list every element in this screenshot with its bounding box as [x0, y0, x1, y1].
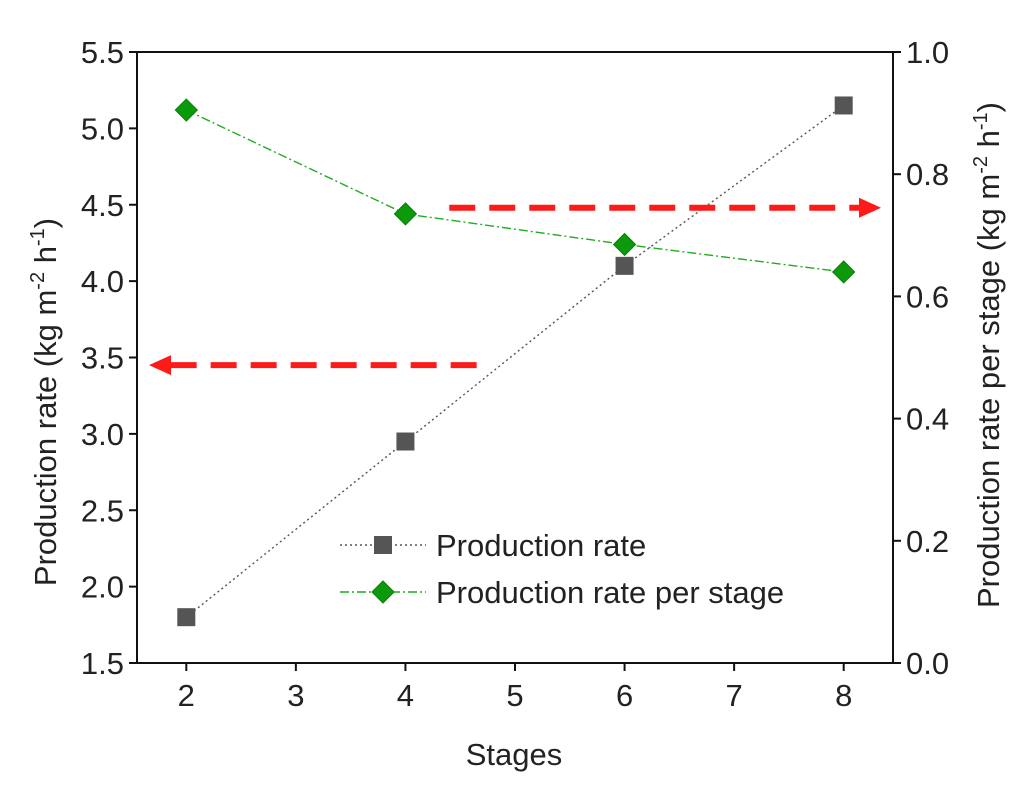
y-axis-right-title-main: Production rate per stage (kg m [971, 174, 1006, 608]
y-right-tick-label: 0.6 [906, 279, 949, 314]
y-axis-right-title-sup2: -1 [970, 112, 992, 130]
y-axis-left-title: Production rate (kg m-2 h-1) [27, 218, 63, 586]
x-tick-label: 8 [835, 678, 852, 713]
data-series [174, 96, 856, 627]
arrow-1-head [149, 355, 171, 376]
arrow-2-head [859, 197, 881, 218]
x-tick-label: 5 [506, 678, 523, 713]
y-left-tick-label: 3.5 [81, 341, 124, 376]
x-axis-title: Stages [466, 737, 563, 772]
y-axis-left-title-sup1: -2 [27, 272, 49, 290]
y-axis-left-title-mid: h [28, 246, 63, 272]
series-1-point [396, 432, 415, 451]
legend-marker-2 [371, 580, 395, 604]
x-tick-label: 7 [726, 678, 743, 713]
x-tick-label: 4 [397, 678, 414, 713]
plot-frame [136, 51, 894, 664]
y-left-tick-label: 3.0 [81, 417, 124, 452]
series-1-point [834, 96, 853, 115]
y-left-tick-label: 5.5 [81, 35, 124, 70]
legend-label-1: Production rate [436, 528, 646, 563]
series-2-point [174, 98, 199, 122]
legend-marker-1 [374, 536, 392, 554]
y-left-tick-label: 4.0 [81, 264, 124, 299]
series-2-point [831, 260, 856, 284]
series-1-point [615, 256, 634, 275]
y-axis-left-title-main: Production rate (kg m [28, 290, 63, 586]
series-1-line [185, 104, 845, 618]
y-right-tick-label: 0.8 [906, 157, 949, 192]
legend: Production rate Production rate per stage [340, 528, 784, 610]
x-tick-label: 3 [287, 678, 304, 713]
y-left-tick-label: 1.5 [81, 646, 124, 681]
y-axis-right-title: Production rate per stage (kg m-2 h-1) [970, 102, 1006, 608]
y-left-tick-label: 5.0 [81, 111, 124, 146]
legend-label-2: Production rate per stage [436, 575, 784, 610]
y-right-tick-label: 0.4 [906, 402, 949, 437]
series-2-point [612, 232, 637, 257]
series-2-point [393, 202, 418, 226]
y-right-tick-label: 0.2 [906, 524, 949, 559]
y-axis-left-title-sup2: -1 [27, 228, 49, 246]
annotations [149, 197, 881, 376]
y-axis-right-title-end: ) [971, 102, 1006, 112]
y-left-tick-label: 2.5 [81, 493, 124, 528]
x-tick-label: 6 [616, 678, 633, 713]
y-axis-right-title-sup1: -2 [970, 156, 992, 174]
y-right-tick-label: 1.0 [906, 35, 949, 70]
axes: 2 3 4 5 6 7 8 1.5 2.0 2.5 3.0 3.5 4.0 4.5 5.0 5.5 0.0 0.2… [81, 35, 949, 713]
y-left-tick-label: 2.0 [81, 570, 124, 605]
y-left-tick-label: 4.5 [81, 188, 124, 223]
y-right-tick-label: 0.0 [906, 646, 949, 681]
series-2-line [186, 109, 844, 273]
y-axis-right-title-mid: h [971, 130, 1006, 156]
series-1-point [177, 608, 196, 627]
x-tick-label: 2 [178, 678, 195, 713]
y-axis-left-title-end: ) [28, 218, 63, 228]
